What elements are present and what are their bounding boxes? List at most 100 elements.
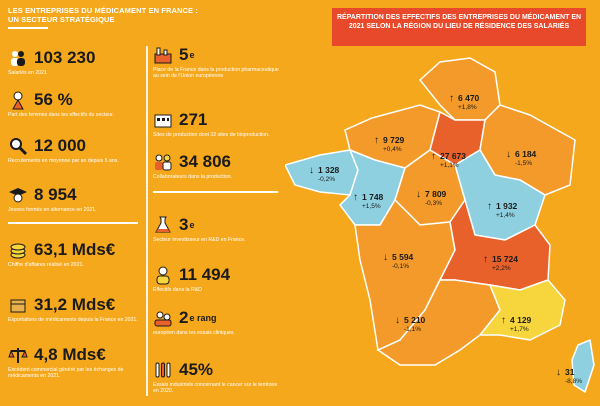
arrow-up-icon: ↑ <box>501 315 506 326</box>
arrow-down-icon: ↓ <box>556 367 561 378</box>
stat-value: 2 <box>179 308 189 327</box>
stat-row: 8 954 <box>8 185 140 205</box>
stat-row: 103 230 <box>8 48 140 68</box>
region-label-centre-val-de-loire: ↓ 7 809 -0,3% <box>416 189 447 208</box>
region-change: +1,5% <box>362 203 381 210</box>
section-header: LES ENTREPRISES DU MÉDICAMENT EN FRANCE … <box>8 6 228 29</box>
france-map <box>285 57 595 394</box>
researcher-icon <box>153 265 173 285</box>
stat-value: 34 806 <box>179 152 231 171</box>
graduate-icon <box>8 185 28 205</box>
separator <box>8 222 138 224</box>
stat-description: Sites de production dont 32 sites de bio… <box>153 132 270 138</box>
arrow-up-icon: ↑ <box>449 93 454 104</box>
stat-description: Chiffre d'affaires réalisé en 2021. <box>8 262 84 268</box>
flask-icon <box>153 215 173 235</box>
arrow-up-icon: ↑ <box>487 201 492 212</box>
stat-value: 103 230 <box>34 48 96 67</box>
stat-block: 4,8 Mds€ Excédent commercial généré par l… <box>8 345 140 380</box>
region-label-pays-de-la-loire: ↑ 1 748 +1,5% <box>353 192 384 211</box>
stat-block: 11 494 Effectifs dans la R&D <box>153 265 281 294</box>
stat-value: 8 954 <box>34 185 77 204</box>
stat-description: Place de la France dans la production ph… <box>153 67 279 80</box>
arrow-up-icon: ↑ <box>353 192 358 203</box>
stat-row: 271 <box>153 110 281 130</box>
region-paca <box>478 279 566 341</box>
stat-block: 271 Sites de production dont 32 sites de … <box>153 110 281 139</box>
stat-row: 31,2 Mds€ <box>8 295 140 315</box>
stat-description: Secteur investisseur en R&D en France. <box>153 237 246 243</box>
stat-row: 63,1 Mds€ <box>8 240 140 260</box>
region-value: 6 470 <box>458 93 480 103</box>
magnifier-icon <box>8 136 28 156</box>
region-value: 4 129 <box>510 315 532 325</box>
factory-icon <box>153 45 173 65</box>
region-change: -1,1% <box>404 326 421 333</box>
column-divider <box>146 46 148 396</box>
region-value: 7 809 <box>425 189 447 199</box>
stat-description: Excédent commercial généré par les échan… <box>8 367 124 380</box>
region-change: +2,2% <box>492 265 511 272</box>
stat-description: Effectifs dans la R&D <box>153 287 202 293</box>
region-change: -0,3% <box>425 200 442 207</box>
workers-icon <box>153 152 173 172</box>
region-change: +1,8% <box>458 104 477 111</box>
stat-block: 3 e Secteur investisseur en R&D en France. <box>153 215 281 244</box>
stat-value: 5 <box>179 45 189 64</box>
region-label-paca: ↑ 4 129 +1,7% <box>501 315 532 334</box>
region-change: -1,5% <box>515 160 532 167</box>
arrow-down-icon: ↓ <box>416 189 421 200</box>
tubes-icon <box>153 360 173 380</box>
region-value: 9 729 <box>383 135 405 145</box>
arrow-up-icon: ↑ <box>431 151 436 162</box>
stat-block: 103 230 Salariés en 2021 <box>8 48 140 77</box>
region-label-bourgogne-franche-comte: ↑ 1 932 +1,4% <box>487 201 518 220</box>
region-change: +1,1% <box>440 162 459 169</box>
stat-description: Recrutements en moyenne par an depuis 5 … <box>8 158 119 164</box>
header-line-1: LES ENTREPRISES DU MÉDICAMENT EN FRANCE … <box>8 6 198 15</box>
stat-row: 45% <box>153 360 281 380</box>
region-change: -0,1% <box>392 263 409 270</box>
stat-description: Salariés en 2021 <box>8 70 47 76</box>
region-value: 1 328 <box>318 165 340 175</box>
region-label-grand-est: ↓ 6 184 -1,5% <box>506 150 536 168</box>
stat-value: 4,8 Mds€ <box>34 345 106 364</box>
region-label-bretagne: ↓ 1 328 -0,2% <box>309 165 340 184</box>
stat-value: 271 <box>179 110 208 129</box>
arrow-up-icon: ↑ <box>374 135 379 146</box>
stat-description: européen dans les essais cliniques. <box>153 330 235 336</box>
region-change: -8,8% <box>565 378 582 385</box>
stat-value-suffix: e <box>189 50 195 60</box>
stat-row: 12 000 <box>8 136 140 156</box>
region-label-hauts-de-france: ↑ 6 470 +1,8% <box>449 93 480 112</box>
stat-value-suffix: e <box>189 220 195 230</box>
region-value: 1 932 <box>496 201 518 211</box>
stat-block: 5 e Place de la France dans la production … <box>153 45 281 80</box>
stat-row: 34 806 <box>153 152 281 172</box>
stat-block: 45% Essais industriels concernant le canc… <box>153 360 281 395</box>
stat-value: 63,1 Mds€ <box>34 240 116 259</box>
region-label-ile-de-france: ↑ 27 673 +1,1% <box>431 152 466 170</box>
region-value: 5 594 <box>392 252 414 262</box>
stat-value: 31,2 Mds€ <box>34 295 116 314</box>
stat-description: Exportations de médicaments depuis la Fr… <box>8 317 138 323</box>
region-label-normandie: ↑ 9 729 +0,4% <box>374 135 405 154</box>
stat-block: 34 806 Collaborateurs dans la production. <box>153 152 281 181</box>
region-label-auvergne-rhone-alpes: ↑ 15 724 +2,2% <box>483 255 518 273</box>
balance-icon <box>8 345 28 365</box>
stat-value: 11 494 <box>179 265 231 284</box>
region-value: 1 748 <box>362 192 384 202</box>
people-icon <box>8 48 28 68</box>
region-label-occitanie: ↓ 5 210 -1,1% <box>395 316 425 334</box>
arrow-down-icon: ↓ <box>383 252 388 263</box>
separator <box>153 191 278 193</box>
stat-block: 31,2 Mds€ Exportations de médicaments dep… <box>8 295 140 324</box>
region-corse <box>571 338 595 394</box>
stat-value: 45% <box>179 360 214 379</box>
arrow-up-icon: ↑ <box>483 254 488 265</box>
stat-description: Jeunes formés en alternance en 2021. <box>8 207 97 213</box>
coins-icon <box>8 240 28 260</box>
